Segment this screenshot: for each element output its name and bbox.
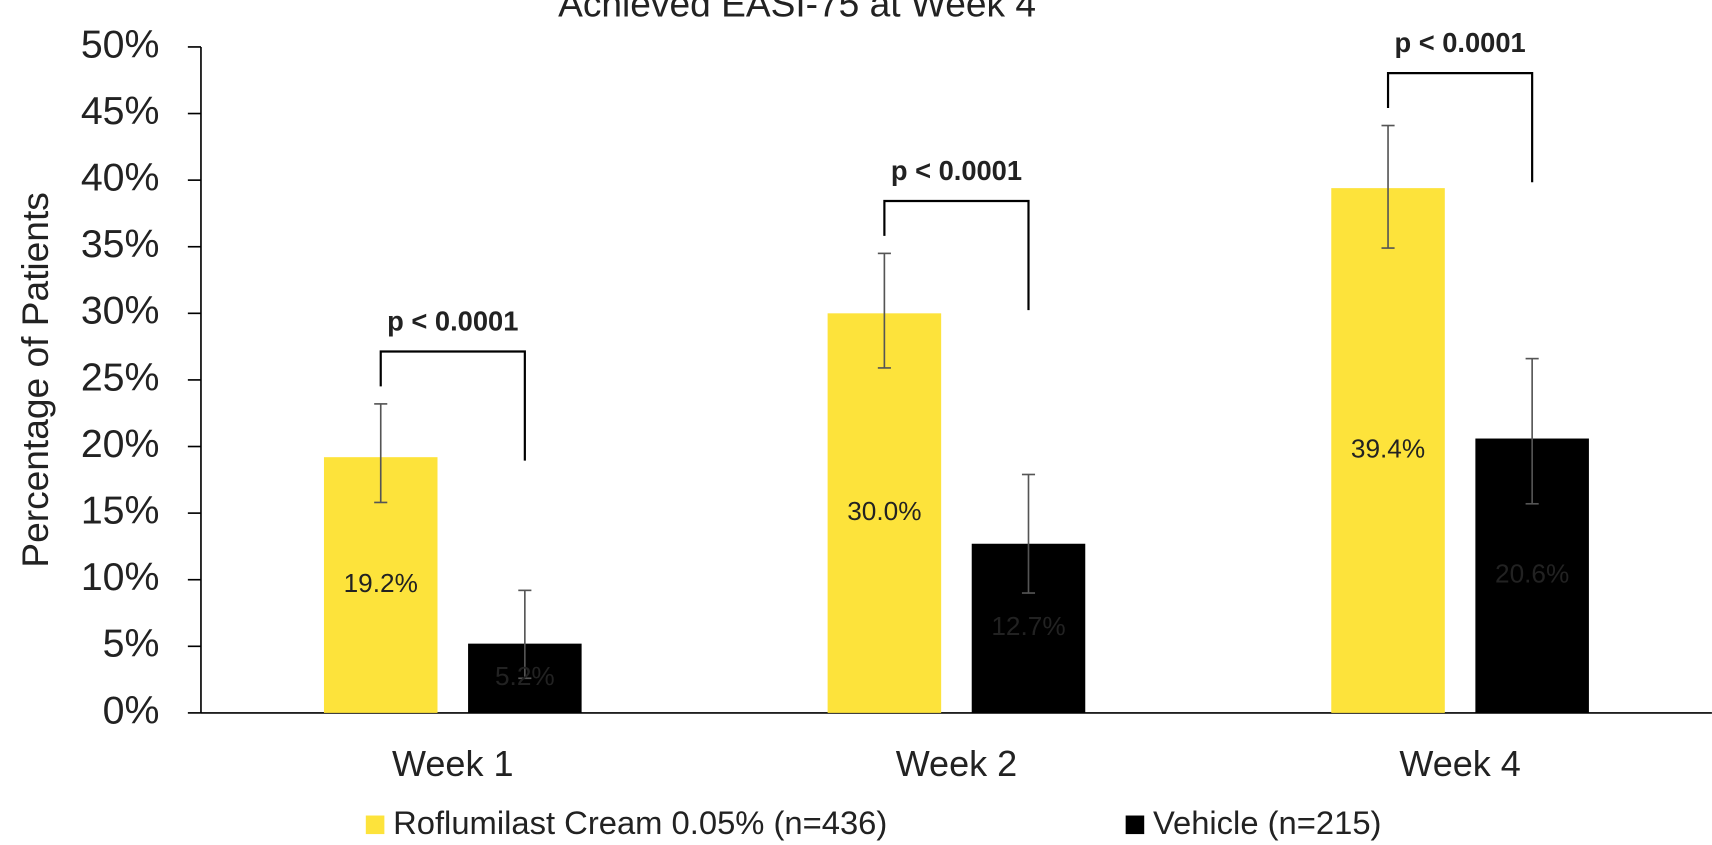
y-tick-label: 30%	[81, 289, 160, 333]
y-tick-label: 10%	[81, 555, 160, 599]
y-tick-label: 25%	[81, 355, 160, 399]
y-tick-label: 5%	[103, 622, 160, 666]
y-tick-label: 20%	[81, 422, 160, 466]
legend-swatch	[365, 815, 385, 835]
y-tick-label: 45%	[81, 89, 160, 133]
y-tick-label: 40%	[81, 156, 160, 200]
y-tick-label: 35%	[81, 222, 160, 266]
chart-title: Achieved EASI-75 at Week 4	[558, 0, 1036, 24]
value-label: 30.0%	[847, 496, 921, 526]
x-tick-label: Week 2	[896, 743, 1017, 784]
p-value: p < 0.0001	[891, 155, 1022, 186]
y-tick-label: 15%	[81, 488, 160, 532]
x-tick-label: Week 4	[1399, 743, 1520, 784]
value-label: 39.4%	[1351, 433, 1425, 463]
x-tick-label: Week 1	[392, 743, 513, 784]
bar	[827, 313, 942, 713]
value-label: 12.7%	[991, 611, 1065, 641]
significance-bracket	[379, 350, 526, 461]
legend-swatch	[1125, 815, 1145, 835]
legend-label: Vehicle (n=215)	[1153, 804, 1381, 841]
legend-label: Roflumilast Cream 0.05% (n=436)	[393, 804, 887, 841]
value-label: 5.2%	[495, 661, 555, 691]
y-axis-title: Percentage of Patients	[14, 192, 56, 567]
value-label: 19.2%	[344, 568, 418, 598]
bar	[1331, 188, 1445, 713]
y-tick-label: 50%	[81, 22, 160, 66]
significance-bracket	[1386, 72, 1534, 183]
significance-bracket	[883, 199, 1030, 311]
value-label: 20.6%	[1495, 559, 1569, 589]
y-tick-label: 0%	[103, 688, 160, 732]
p-value: p < 0.0001	[387, 305, 518, 336]
p-value: p < 0.0001	[1394, 27, 1525, 58]
